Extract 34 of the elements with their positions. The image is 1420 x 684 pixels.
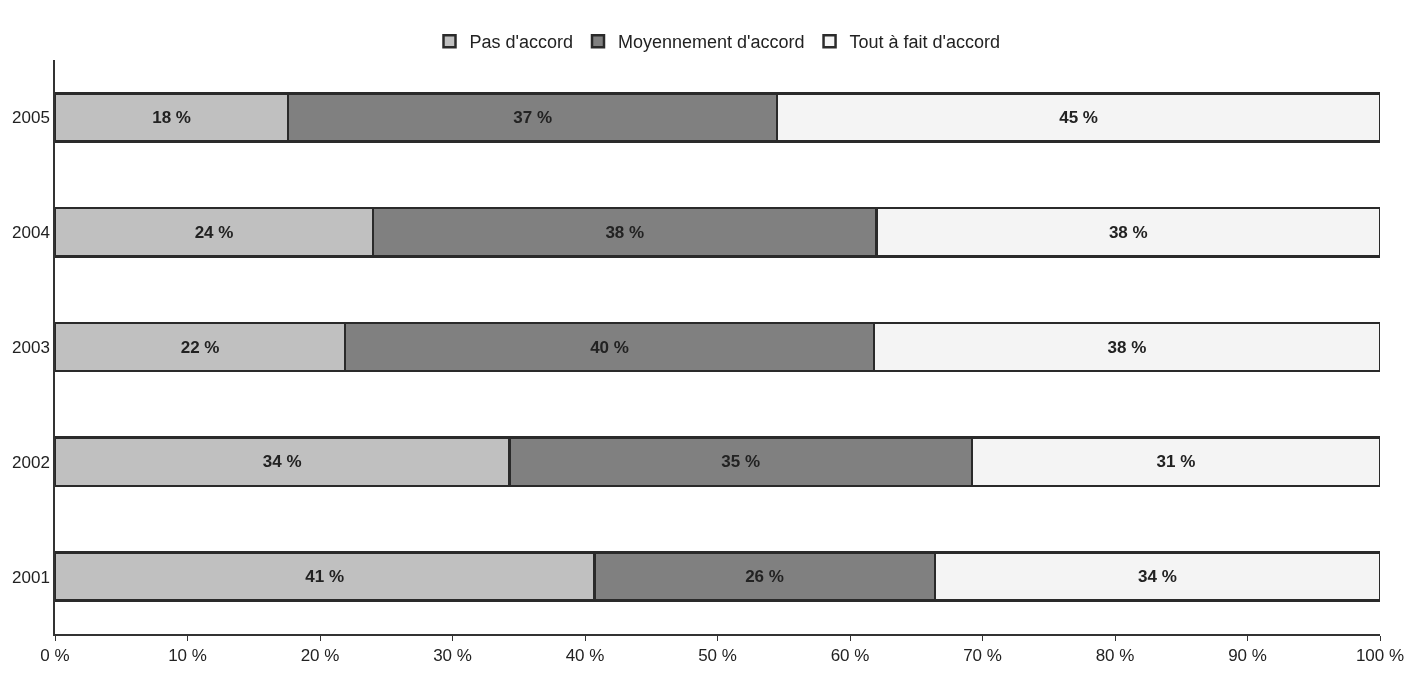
data-label: 34 % [262, 452, 302, 472]
data-label: 22 % [180, 337, 220, 357]
x-tick-label: 70 % [963, 646, 1002, 666]
y-tick-label: 2001 [12, 567, 50, 587]
x-tick-label: 50 % [698, 646, 737, 666]
data-label: 45 % [1059, 107, 1098, 127]
data-label: 18 % [152, 107, 191, 127]
data-label: 24 % [194, 222, 234, 242]
x-tick-label: 100 % [1355, 646, 1405, 666]
y-tick-label: 2005 [12, 108, 50, 128]
y-tick-label: 2003 [12, 337, 50, 357]
x-tick-label: 80 % [1095, 646, 1135, 666]
y-tick-label: 2004 [12, 223, 50, 243]
x-tick-label: 0 % [40, 646, 70, 666]
legend-label: Moyennement d'accord [618, 32, 805, 53]
x-tick-label: 60 % [830, 646, 870, 666]
legend-label: Tout à fait d'accord [849, 32, 1001, 53]
data-label: 34 % [1138, 567, 1177, 587]
x-tick-label: 30 % [433, 646, 472, 666]
data-label: 35 % [721, 452, 761, 472]
data-label: 38 % [1108, 222, 1148, 242]
data-label: 26 % [745, 567, 784, 587]
x-tick-label: 10 % [168, 646, 207, 666]
x-tick-label: 90 % [1228, 646, 1267, 666]
data-label: 38 % [1107, 337, 1147, 357]
data-label: 37 % [513, 107, 553, 127]
data-label: 41 % [305, 567, 345, 587]
x-tick-label: 20 % [300, 646, 340, 666]
data-label: 31 % [1156, 452, 1196, 472]
x-tick-label: 40 % [565, 646, 605, 666]
data-label: 38 % [605, 222, 645, 242]
data-label: 40 % [590, 337, 629, 357]
legend-label: Pas d'accord [469, 32, 573, 53]
y-tick-label: 2002 [12, 452, 50, 472]
